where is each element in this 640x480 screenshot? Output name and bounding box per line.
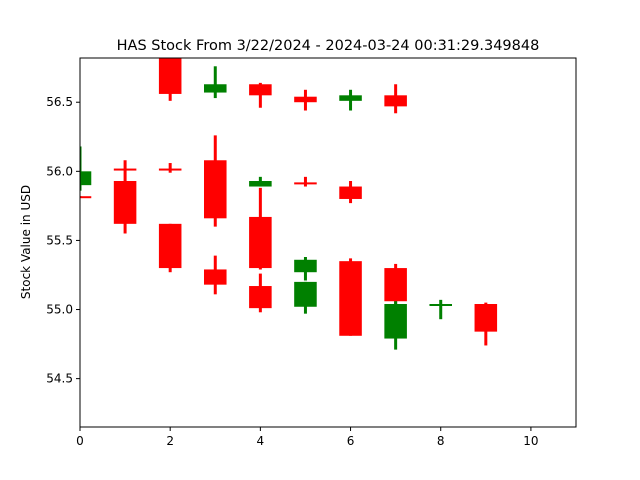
y-tick-label: 55.0 [46,303,73,317]
candle-body-up [339,95,362,101]
chart-title: HAS Stock From 3/22/2024 - 2024-03-24 00… [117,38,540,54]
plot-frame [79,57,577,428]
x-tick-label: 0 [76,434,84,448]
y-axis: 54.5 55.0 55.5 56.0 56.5 [46,95,80,386]
candle-body-up [80,171,92,186]
x-tick-label: 8 [437,434,445,448]
candles-layer [80,58,498,350]
x-tick-label: 10 [523,434,538,448]
candle-body-down [339,186,362,199]
candle-body-up [294,259,317,273]
y-tick-label: 56.5 [46,95,73,109]
y-tick-label: 54.5 [46,372,73,386]
x-axis: 0 2 4 6 8 10 [76,427,539,448]
x-tick-label: 2 [166,434,174,448]
candle-body-down [384,268,407,302]
candle-body-down [294,96,317,103]
y-tick-label: 55.5 [46,233,73,247]
candle-body-down [384,95,407,107]
candle-body-down [204,160,227,219]
candle-body-down [339,261,362,336]
x-tick-label: 6 [347,434,355,448]
candle-body-up [249,181,272,187]
x-tick-label: 4 [257,434,265,448]
candle-body-down [249,286,272,309]
candle-body-down [80,196,92,199]
candle-body-down [158,168,182,171]
candle-body-up [429,304,452,306]
candle-body-down [294,182,317,185]
candle-body-down [249,216,272,269]
candle-body-down [249,84,272,96]
candle-body-down [158,58,182,94]
candle-body-up [384,304,407,339]
candle-body-down [474,304,498,332]
y-tick-label: 56.0 [46,164,73,178]
candle-body-up [204,84,227,93]
candle-body-down [204,269,227,285]
candle-body-up [294,281,317,307]
candle-body-down [113,181,137,224]
y-axis-label: Stock Value in USD [19,185,33,299]
candle-body-down [158,223,182,269]
